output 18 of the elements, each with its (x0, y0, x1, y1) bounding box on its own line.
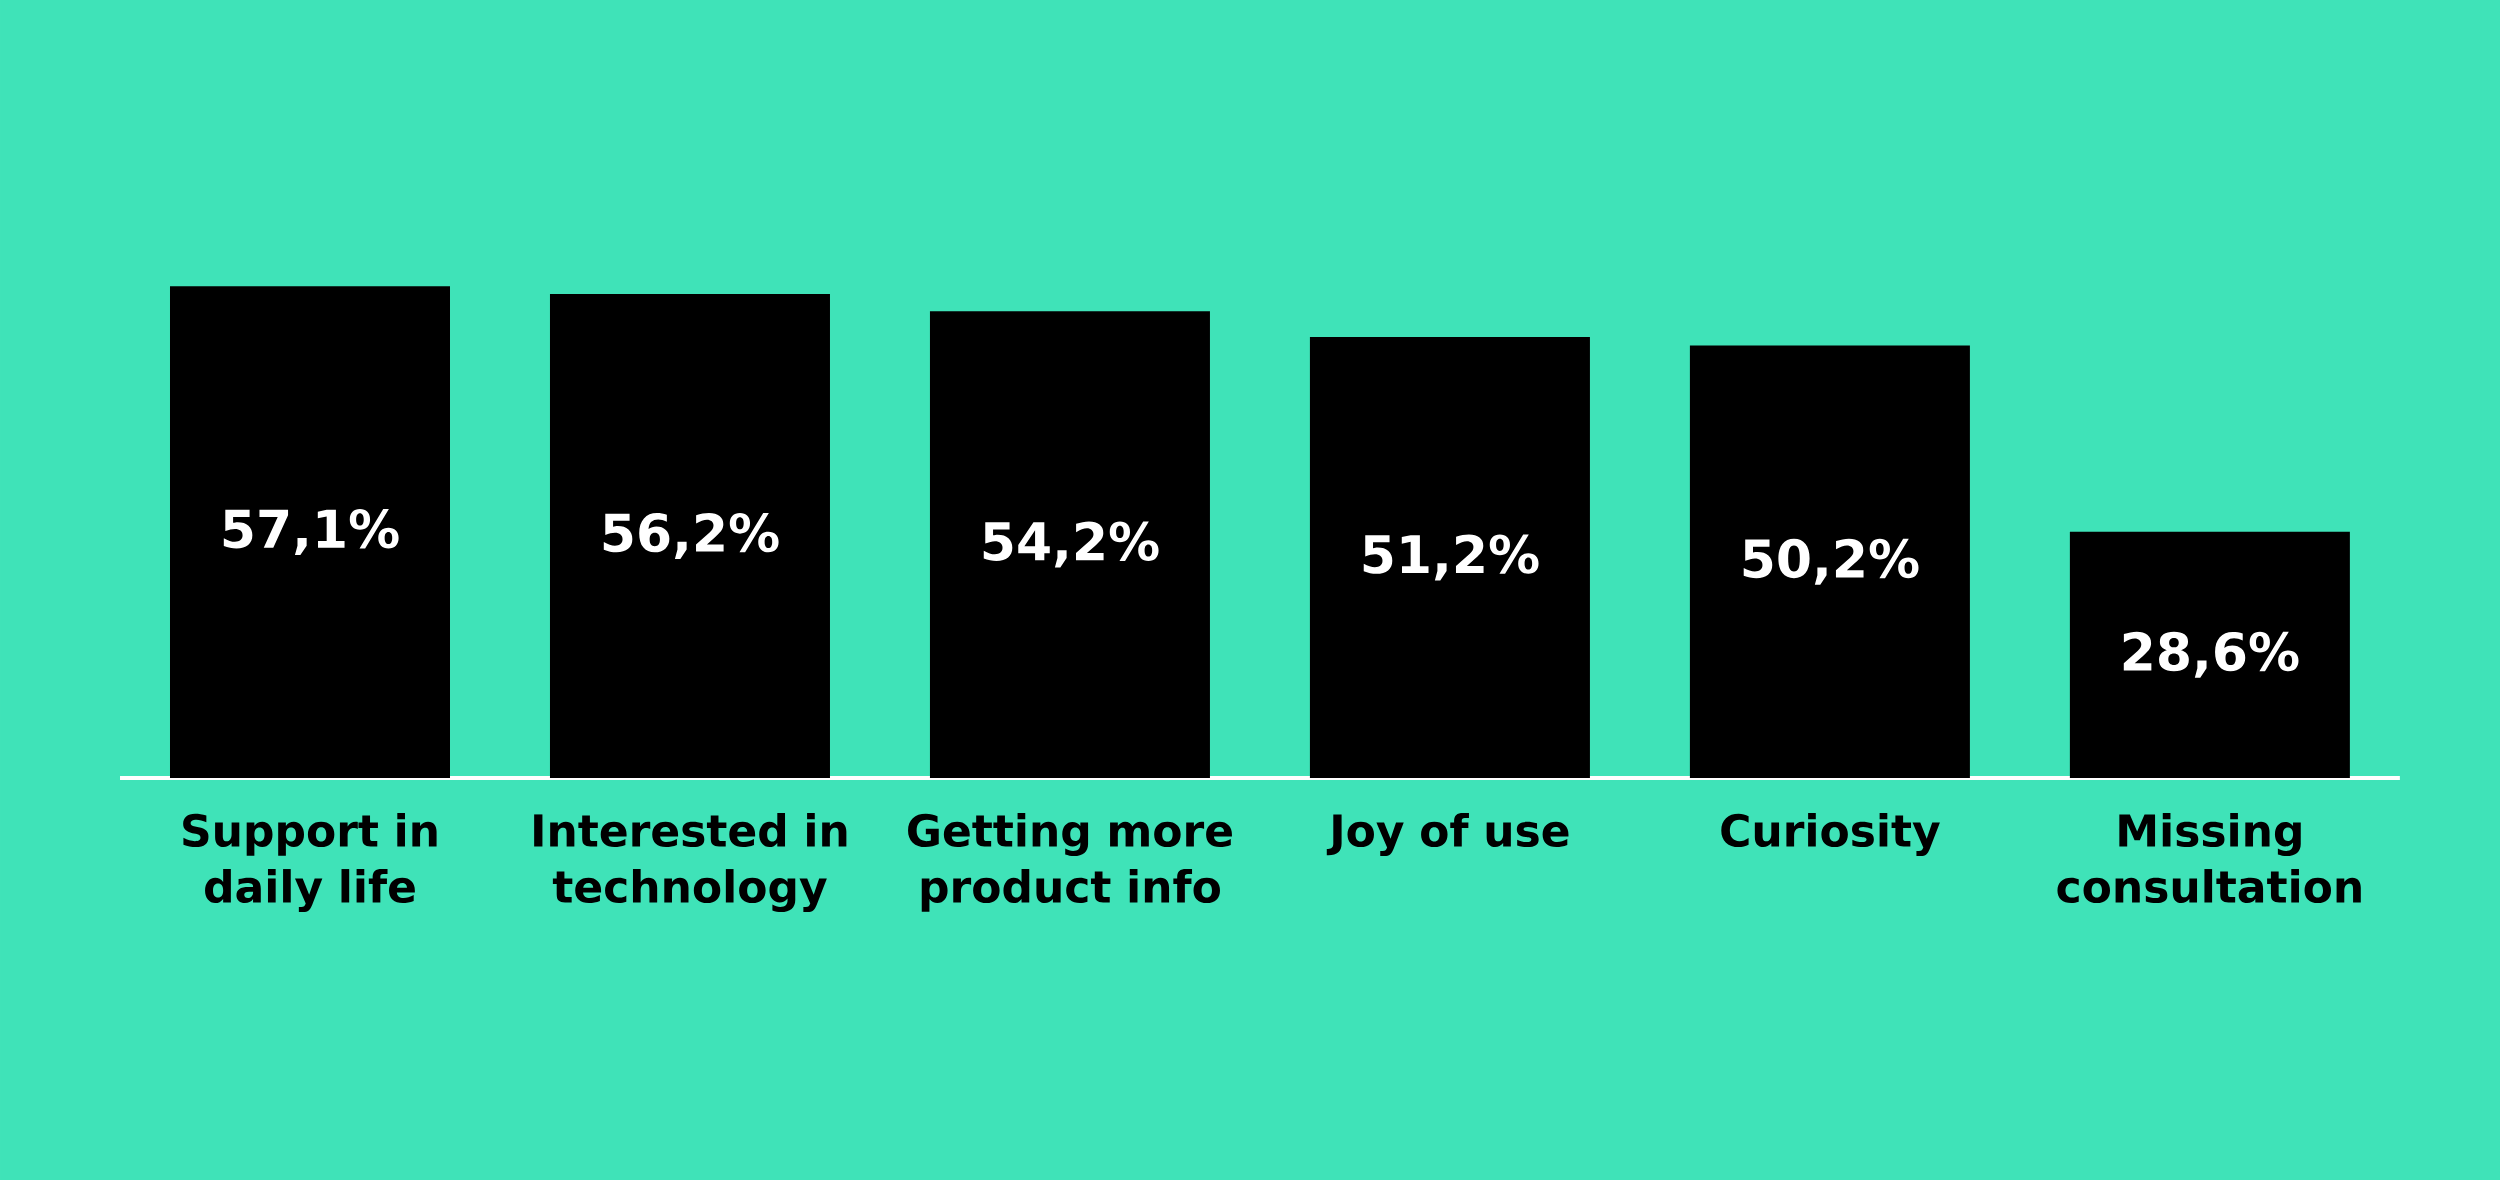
data-label: 51,2% (1363, 534, 1539, 581)
bar (549, 293, 830, 778)
x-tick-label: Getting more product info (908, 813, 1232, 912)
data-label: 28,6% (2123, 631, 2299, 678)
x-tick-label: Support in daily life (183, 813, 437, 912)
bar (169, 286, 450, 778)
x-tick-label: Curiosity (1721, 813, 1940, 856)
data-label: 57,1% (223, 509, 399, 556)
bar (1309, 337, 1590, 778)
x-tick-label: Interested in technology (534, 813, 847, 912)
data-label: 54,2% (983, 521, 1159, 568)
data-label: 50,2% (1743, 538, 1919, 585)
x-tick-label: Joy of use (1326, 813, 1569, 856)
bar (929, 311, 1210, 778)
x-tick-label: Missing consultation (2057, 813, 2361, 904)
bar (1689, 345, 1970, 778)
bar (2069, 531, 2350, 778)
data-label: 56,2% (603, 512, 779, 559)
